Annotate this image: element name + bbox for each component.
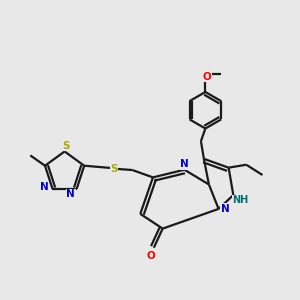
Text: S: S xyxy=(110,164,118,173)
Text: NH: NH xyxy=(232,195,249,205)
Text: N: N xyxy=(221,204,230,214)
Text: N: N xyxy=(67,189,75,199)
Text: O: O xyxy=(146,251,155,261)
Text: S: S xyxy=(62,141,70,151)
Text: N: N xyxy=(40,182,49,192)
Text: N: N xyxy=(180,159,189,170)
Text: O: O xyxy=(203,72,212,82)
